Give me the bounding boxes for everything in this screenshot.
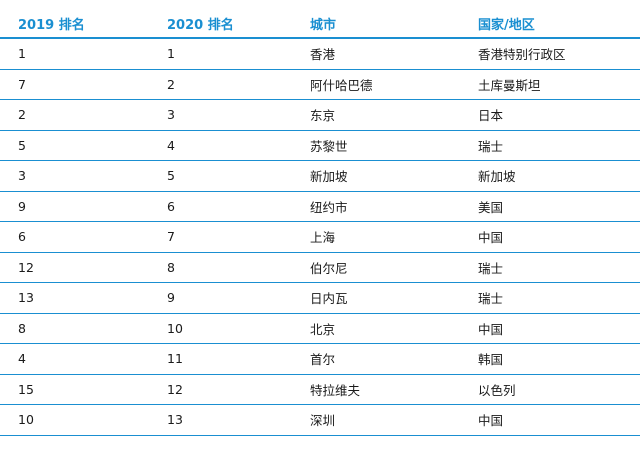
table-row: 8 10 北京 中国 <box>0 313 640 344</box>
header-city: 城市 <box>310 9 478 39</box>
cell-city: 东京 <box>310 99 478 131</box>
cell-city: 纽约市 <box>310 191 478 222</box>
table-row: 9 6 纽约市 美国 <box>0 191 640 222</box>
table-row: 2 3 东京 日本 <box>0 99 640 131</box>
cell-country: 韩国 <box>478 343 640 375</box>
cell-rank-2019: 6 <box>0 221 167 253</box>
table-row: 3 5 新加坡 新加坡 <box>0 160 640 192</box>
cell-rank-2020: 13 <box>167 404 310 436</box>
header-rank-2020: 2020 排名 <box>167 9 310 39</box>
table-row: 4 11 首尔 韩国 <box>0 343 640 375</box>
city-ranking-table: 2019 排名 2020 排名 城市 国家/地区 1 1 香港 香港特别行政区 7 2 阿什… <box>0 9 640 436</box>
cell-country: 中国 <box>478 404 640 436</box>
table-row: 1 1 香港 香港特别行政区 <box>0 38 640 70</box>
cell-rank-2019: 10 <box>0 404 167 436</box>
cell-country: 瑞士 <box>478 282 640 314</box>
cell-rank-2019: 7 <box>0 69 167 100</box>
cell-rank-2020: 8 <box>167 252 310 283</box>
cell-rank-2020: 9 <box>167 282 310 314</box>
cell-city: 上海 <box>310 221 478 253</box>
cell-rank-2020: 12 <box>167 374 310 405</box>
cell-city: 特拉维夫 <box>310 374 478 405</box>
cell-city: 首尔 <box>310 343 478 375</box>
cell-country: 瑞士 <box>478 130 640 161</box>
cell-rank-2020: 3 <box>167 99 310 131</box>
cell-rank-2019: 4 <box>0 343 167 375</box>
header-country: 国家/地区 <box>478 9 640 39</box>
cell-rank-2019: 12 <box>0 252 167 283</box>
cell-city: 香港 <box>310 38 478 70</box>
cell-rank-2019: 9 <box>0 191 167 222</box>
cell-rank-2020: 10 <box>167 313 310 344</box>
table-row: 5 4 苏黎世 瑞士 <box>0 130 640 161</box>
cell-rank-2019: 1 <box>0 38 167 70</box>
cell-rank-2020: 11 <box>167 343 310 375</box>
cell-country: 中国 <box>478 313 640 344</box>
cell-city: 新加坡 <box>310 160 478 192</box>
cell-rank-2019: 3 <box>0 160 167 192</box>
cell-rank-2020: 6 <box>167 191 310 222</box>
cell-country: 土库曼斯坦 <box>478 69 640 100</box>
cell-city: 日内瓦 <box>310 282 478 314</box>
cell-country: 美国 <box>478 191 640 222</box>
table-row: 15 12 特拉维夫 以色列 <box>0 374 640 405</box>
cell-country: 新加坡 <box>478 160 640 192</box>
cell-rank-2020: 2 <box>167 69 310 100</box>
cell-rank-2020: 7 <box>167 221 310 253</box>
cell-country: 香港特别行政区 <box>478 38 640 70</box>
table-body: 1 1 香港 香港特别行政区 7 2 阿什哈巴德 土库曼斯坦 2 3 东京 日本 5 4 苏黎世 瑞士 3 5 新加… <box>0 38 640 436</box>
cell-city: 北京 <box>310 313 478 344</box>
header-rank-2019: 2019 排名 <box>0 9 167 39</box>
table-row: 12 8 伯尔尼 瑞士 <box>0 252 640 283</box>
cell-rank-2020: 1 <box>167 38 310 70</box>
cell-rank-2020: 4 <box>167 130 310 161</box>
cell-city: 深圳 <box>310 404 478 436</box>
table-header: 2019 排名 2020 排名 城市 国家/地区 <box>0 9 640 39</box>
cell-rank-2019: 5 <box>0 130 167 161</box>
table-row: 10 13 深圳 中国 <box>0 404 640 436</box>
cell-country: 以色列 <box>478 374 640 405</box>
cell-country: 日本 <box>478 99 640 131</box>
cell-rank-2019: 15 <box>0 374 167 405</box>
header-row: 2019 排名 2020 排名 城市 国家/地区 <box>0 9 640 39</box>
cell-country: 中国 <box>478 221 640 253</box>
cell-rank-2019: 8 <box>0 313 167 344</box>
cell-rank-2019: 2 <box>0 99 167 131</box>
cell-rank-2019: 13 <box>0 282 167 314</box>
table-row: 7 2 阿什哈巴德 土库曼斯坦 <box>0 69 640 100</box>
table-row: 6 7 上海 中国 <box>0 221 640 253</box>
cell-city: 伯尔尼 <box>310 252 478 283</box>
cell-rank-2020: 5 <box>167 160 310 192</box>
cell-country: 瑞士 <box>478 252 640 283</box>
table-row: 13 9 日内瓦 瑞士 <box>0 282 640 314</box>
cell-city: 苏黎世 <box>310 130 478 161</box>
cell-city: 阿什哈巴德 <box>310 69 478 100</box>
